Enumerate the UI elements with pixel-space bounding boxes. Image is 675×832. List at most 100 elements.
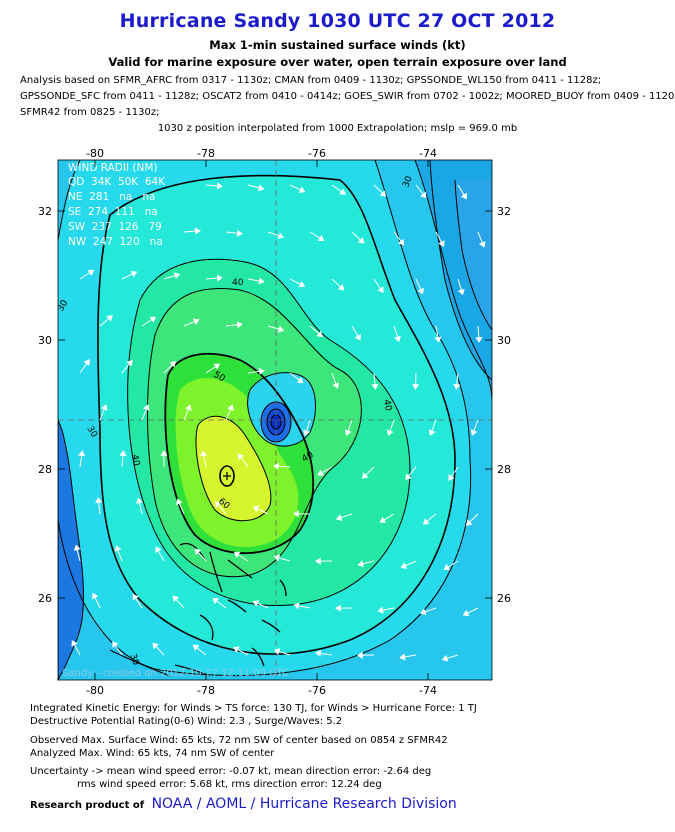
max-wind-section: Observed Max. Surface Wind: 65 kts, 72 n… [30,734,670,760]
wind-arrow-head [315,649,322,658]
wind-arrow-head [130,270,138,278]
wind-arrow-head [315,557,321,565]
wind-arrow-head [193,318,200,325]
wind-arrow-head [273,648,281,655]
wind-arrow-head [422,518,430,525]
wind-arrow-head [258,184,265,192]
wind-arrow-head [357,237,365,244]
wind-arrow-head [337,283,345,291]
wind-arrow-head [317,469,325,476]
wind-arrow-head [172,595,180,603]
wind-arrow-head [357,560,364,568]
east-weak-band-inner [455,180,492,330]
creation-watermark: Sandy - created on 2012-10-27 12:11:09 U… [62,668,289,679]
wind-arrow-head [394,335,401,343]
wind-arrow-head [149,316,157,323]
wind-arrow-head [457,288,465,296]
wind-arrow-head [236,229,243,237]
wind-arrow-head [293,510,299,518]
mean-error-line: Uncertainty -> mean wind speed error: -0… [30,766,432,777]
wind-arrow-head [405,473,412,481]
wind-arrow-head [200,450,208,457]
contour-label: 30 [401,175,414,189]
wind-arrow-head [100,404,108,411]
subtitle-validity: Valid for marine exposure over water, op… [108,55,567,69]
wind-radii-row: NE 281 na na [68,191,155,203]
credit-label: Research product of [30,800,145,811]
wind-arrow-head [95,497,103,504]
wind-arrow-head [192,644,200,651]
subtitle-units: Max 1-min sustained surface winds (kt) [209,38,466,52]
wind-arrow-head [273,462,279,470]
wind-arrow-head [252,600,260,607]
wind-arrow-head [379,190,387,197]
wind-band-60 [195,416,271,521]
wind-arrow-head [142,404,150,411]
wind-radii-row: SE 274 111 na [68,206,158,218]
bahamas-land [179,542,287,667]
lon-tick-bottom: -78 [197,684,215,697]
wind-arrow-head [316,330,323,338]
wind-arrow-head [335,604,341,612]
lat-tick-left: 30 [38,334,52,347]
wind-arrow-head [216,182,223,190]
lat-tick-right: 28 [497,463,511,476]
wind-arrow-head [112,641,119,648]
wind-arrow-head [465,519,473,526]
wind-arrow-head [213,363,221,370]
axis-tick-labels: -80 -78 -76 -74 -80 -78 -76 -74 32 30 28… [38,147,511,697]
lat-tick-left: 26 [38,592,52,605]
wind-arrow-head [91,592,99,600]
ike-line: Integrated Kinetic Energy: for Winds > T… [30,703,477,714]
wind-arrow-head [236,321,243,329]
wind-arrow-head [470,429,478,436]
lat-tick-right: 32 [497,205,511,218]
lon-tick-bottom: -74 [419,684,437,697]
wind-arrow-head [420,608,427,616]
wind-radii-table: WIND RADII (NM) QD 34K 50K 64K NE 281 na… [68,162,166,248]
wind-arrow-head [443,563,451,570]
wind-arrow-head [377,286,384,293]
wind-field: 30 30 30 30 40 40 40 40 50 60 Sandy - cr… [58,160,492,680]
contour-label: 30 [127,653,140,667]
wind-arrow-head [417,287,424,295]
analysis-line: GPSSONDE_SFC from 0411 - 1128z; OSCAT2 f… [20,91,675,102]
position-line: 1030 z position interpolated from 1000 E… [157,123,518,134]
analysis-line: SFMR42 from 0825 - 1130z; [20,107,160,118]
wind-arrow-head [377,606,384,614]
wind-arrow-head [258,367,265,375]
wind-arrow-head [83,359,90,366]
wind-arrow-head [344,429,352,436]
wind-arrow-head [293,602,300,610]
rms-error-line: rms wind speed error: 5.68 kt, rms direc… [77,779,382,790]
wind-arrow-head [339,188,346,195]
wind-map-svg: 30 30 30 30 40 40 40 40 50 60 Sandy - cr… [38,147,511,697]
wind-arrow-head [135,497,143,504]
lon-tick-top: -80 [86,147,104,160]
wind-arrow-head [400,562,408,569]
axis-ticks [58,160,492,680]
observed-max-wind: Observed Max. Surface Wind: 65 kts, 72 n… [30,735,448,746]
wind-arrow-head [386,429,394,436]
map-frame [57,159,493,681]
lat-tick-right: 26 [497,592,511,605]
uncertainty-section: Uncertainty -> mean wind speed error: -0… [30,765,670,791]
wind-arrow-head [252,505,260,513]
contour-label: 40 [232,278,244,288]
wind-arrow-head [258,277,265,285]
wind-arrow-head [71,640,78,647]
wind-arrow-head [73,544,81,551]
max-wind-cross [223,472,231,480]
analysis-sources: Analysis based on SFMR_AFRC from 0317 - … [20,73,675,121]
wind-vectors [71,182,486,662]
wind-arrow-head [78,450,86,457]
wind-arrow-head [194,548,202,556]
contour-label: 40 [381,399,393,412]
wind-arrow-head [106,315,113,322]
wind-arrow-head [438,240,445,247]
wind-map: 30 30 30 30 40 40 40 40 50 60 Sandy - cr… [0,140,675,700]
wind-arrow-head [176,498,183,506]
analysis-line: Analysis based on SFMR_AFRC from 0317 - … [20,75,602,86]
wind-arrow-head [216,274,223,282]
wind-arrow-head [184,404,192,411]
